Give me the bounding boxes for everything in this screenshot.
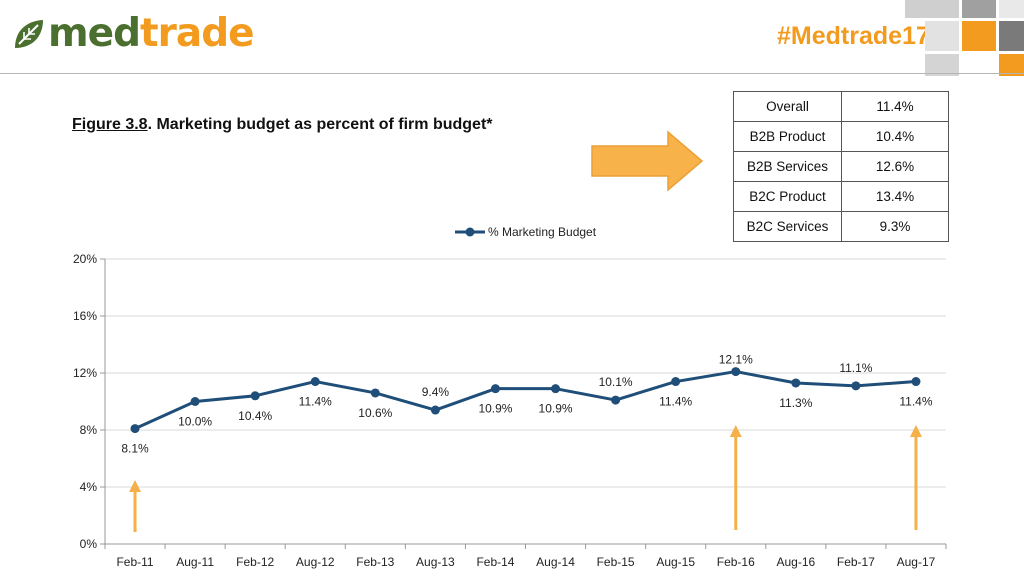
data-label: 10.6% — [358, 406, 392, 420]
segment-label: B2C Services — [733, 211, 842, 242]
data-point — [430, 405, 440, 415]
figure-number: Figure 3.8 — [72, 116, 148, 133]
x-tick-label: Aug-12 — [296, 555, 335, 569]
up-arrow-icon — [129, 480, 142, 532]
data-label: 11.1% — [839, 361, 872, 375]
y-tick-label: 0% — [80, 537, 98, 551]
y-tick-label: 20% — [73, 252, 97, 266]
data-point — [490, 384, 500, 394]
decorative-squares — [905, 0, 1024, 76]
logo-text-trade: trade — [140, 11, 255, 56]
right-arrow-icon — [591, 130, 704, 192]
data-point — [791, 378, 801, 388]
marketing-budget-line-chart: 0% 4% 8% 12% 16% 20% Feb-11 Aug-11 Feb-12 Aug-12 F… — [73, 225, 947, 569]
x-tick-label: Feb-14 — [476, 555, 514, 569]
data-point — [551, 384, 561, 394]
table-row: Overall 11.4% — [733, 91, 949, 122]
data-label: 11.4% — [299, 395, 332, 409]
x-tick-label: Feb-15 — [597, 555, 635, 569]
data-point — [190, 397, 200, 406]
x-tick-label: Feb-16 — [717, 555, 755, 569]
figure-caption: . Marketing budget as percent of firm bu… — [147, 116, 493, 133]
segment-label: B2C Product — [733, 181, 842, 212]
segment-label: B2B Services — [733, 151, 842, 182]
data-point — [911, 377, 921, 387]
segment-value: 12.6% — [841, 151, 949, 182]
table-row: B2B Product 10.4% — [733, 121, 949, 152]
data-label: 8.1% — [121, 442, 149, 456]
data-point — [671, 377, 681, 387]
up-arrow-icon — [909, 425, 922, 530]
segment-value: 10.4% — [841, 121, 949, 152]
data-point — [851, 381, 861, 391]
data-label: 11.4% — [659, 395, 692, 409]
logo-text-med: med — [48, 11, 141, 56]
x-tick-label: Feb-11 — [116, 555, 153, 569]
data-point — [370, 388, 380, 398]
header-bar: medtrade #Medtrade17 — [0, 0, 1024, 78]
up-arrow-head — [909, 425, 922, 437]
data-point — [310, 377, 320, 387]
data-point — [731, 367, 741, 377]
segment-value: 9.3% — [841, 211, 949, 242]
up-arrow-head — [729, 425, 742, 437]
figure-title: Figure 3.8. Marketing budget as percent … — [72, 116, 493, 134]
x-tick-label: Aug-14 — [536, 555, 575, 569]
data-label: 10.4% — [238, 409, 272, 423]
segment-value: 11.4% — [841, 91, 949, 122]
x-tick-label: Feb-17 — [837, 555, 875, 569]
data-label: 10.9% — [478, 402, 512, 416]
data-label: 11.4% — [899, 395, 932, 409]
data-label: 10.9% — [539, 402, 573, 416]
data-point — [250, 391, 260, 401]
header-divider — [0, 73, 1024, 74]
x-tick-label: Aug-11 — [176, 555, 214, 569]
x-tick-label: Aug-15 — [656, 555, 695, 569]
segment-summary-table: Overall 11.4% B2B Product 10.4% B2B Services… — [733, 91, 949, 242]
data-label: 11.3% — [779, 396, 812, 410]
leaf-logo-icon — [15, 19, 43, 48]
table-row: B2B Services 12.6% — [733, 151, 949, 182]
y-tick-label: 8% — [80, 423, 98, 437]
event-hashtag: #Medtrade17 — [777, 22, 930, 50]
x-tick-label: Feb-12 — [236, 555, 274, 569]
data-point — [130, 424, 140, 434]
legend-marker — [465, 227, 475, 237]
segment-label: B2B Product — [733, 121, 842, 152]
medtrade-logo[interactable]: medtrade — [12, 11, 255, 56]
table-row: B2C Product 13.4% — [733, 181, 949, 212]
data-point — [611, 395, 621, 405]
x-tick-label: Aug-16 — [776, 555, 815, 569]
y-tick-label: 12% — [73, 366, 97, 380]
legend-label: % Marketing Budget — [488, 225, 597, 239]
segment-label: Overall — [733, 91, 842, 122]
data-label: 10.0% — [178, 415, 212, 429]
data-label: 9.4% — [422, 385, 450, 399]
y-tick-label: 16% — [73, 309, 97, 323]
up-arrow-head — [129, 480, 142, 492]
x-tick-label: Aug-17 — [897, 555, 936, 569]
x-tick-label: Feb-13 — [356, 555, 394, 569]
x-tick-label: Aug-13 — [416, 555, 455, 569]
up-arrow-icon — [729, 425, 742, 530]
y-tick-label: 4% — [80, 480, 98, 494]
series-line — [134, 370, 917, 430]
data-label: 12.1% — [719, 353, 753, 367]
table-row: B2C Services 9.3% — [733, 211, 949, 242]
data-label: 10.1% — [599, 375, 633, 389]
